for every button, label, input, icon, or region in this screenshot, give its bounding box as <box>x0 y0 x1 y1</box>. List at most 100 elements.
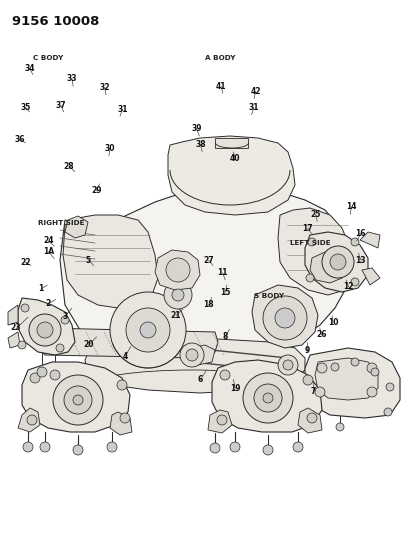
Text: 1: 1 <box>39 285 44 293</box>
Text: 19: 19 <box>230 384 240 392</box>
Circle shape <box>351 278 359 286</box>
Text: S BODY: S BODY <box>254 293 284 299</box>
Text: 37: 37 <box>55 101 66 110</box>
Text: 21: 21 <box>171 311 181 320</box>
Text: 40: 40 <box>230 155 240 163</box>
Circle shape <box>384 408 392 416</box>
Polygon shape <box>298 408 322 433</box>
Text: 23: 23 <box>10 324 21 332</box>
Circle shape <box>371 368 379 376</box>
Polygon shape <box>65 216 88 238</box>
Polygon shape <box>252 285 318 348</box>
Polygon shape <box>18 298 75 355</box>
Circle shape <box>117 380 127 390</box>
Polygon shape <box>212 360 322 432</box>
Polygon shape <box>85 338 305 393</box>
Circle shape <box>283 360 293 370</box>
Text: 31: 31 <box>117 105 128 114</box>
Circle shape <box>315 387 325 397</box>
Text: 39: 39 <box>191 125 202 133</box>
Polygon shape <box>8 305 18 325</box>
Text: 9: 9 <box>305 346 310 355</box>
Text: 18: 18 <box>203 301 214 309</box>
Circle shape <box>164 281 192 309</box>
Text: 5: 5 <box>86 256 91 264</box>
Circle shape <box>64 386 92 414</box>
Circle shape <box>21 304 29 312</box>
Text: LEFT SIDE: LEFT SIDE <box>290 239 330 246</box>
Text: 25: 25 <box>310 210 321 219</box>
Circle shape <box>263 393 273 403</box>
Circle shape <box>351 238 359 246</box>
Circle shape <box>140 322 156 338</box>
Polygon shape <box>310 252 345 283</box>
Text: RIGHT SIDE: RIGHT SIDE <box>37 220 84 226</box>
Text: 2: 2 <box>46 300 51 308</box>
Circle shape <box>18 341 26 349</box>
Polygon shape <box>155 250 200 290</box>
Circle shape <box>107 442 117 452</box>
Circle shape <box>307 413 317 423</box>
Circle shape <box>308 238 316 246</box>
Polygon shape <box>208 410 232 433</box>
Polygon shape <box>168 136 295 215</box>
Text: 12: 12 <box>343 282 354 291</box>
Circle shape <box>37 367 47 377</box>
Circle shape <box>180 343 204 367</box>
Polygon shape <box>110 412 132 435</box>
Text: 24: 24 <box>43 237 54 245</box>
Text: 10: 10 <box>328 318 338 327</box>
Circle shape <box>37 322 53 338</box>
Circle shape <box>166 258 190 282</box>
Circle shape <box>61 316 69 324</box>
Circle shape <box>73 445 83 455</box>
Circle shape <box>278 355 298 375</box>
Circle shape <box>186 349 198 361</box>
Text: 17: 17 <box>302 224 313 232</box>
Circle shape <box>56 344 64 352</box>
Text: 15: 15 <box>220 288 231 296</box>
Text: 8: 8 <box>222 333 228 341</box>
Polygon shape <box>18 408 40 432</box>
Circle shape <box>351 358 359 366</box>
Text: 7: 7 <box>310 387 316 396</box>
Circle shape <box>220 370 230 380</box>
Text: 1A: 1A <box>43 247 54 256</box>
Circle shape <box>275 308 295 328</box>
Polygon shape <box>362 268 380 285</box>
Polygon shape <box>60 188 348 368</box>
Text: A BODY: A BODY <box>205 54 235 61</box>
Text: 20: 20 <box>83 341 94 349</box>
Circle shape <box>386 383 394 391</box>
Text: C BODY: C BODY <box>33 54 64 61</box>
Polygon shape <box>305 232 368 292</box>
Circle shape <box>29 314 61 346</box>
Text: 26: 26 <box>316 330 327 339</box>
Circle shape <box>336 423 344 431</box>
Text: 38: 38 <box>195 141 206 149</box>
Circle shape <box>230 442 240 452</box>
Text: 4: 4 <box>123 352 128 360</box>
Text: 29: 29 <box>91 187 102 195</box>
Text: 34: 34 <box>24 64 35 72</box>
Text: 33: 33 <box>67 75 77 83</box>
Circle shape <box>254 384 282 412</box>
Text: 30: 30 <box>105 144 115 152</box>
Circle shape <box>303 375 313 385</box>
Circle shape <box>243 373 293 423</box>
Circle shape <box>263 296 307 340</box>
Polygon shape <box>305 348 400 418</box>
Circle shape <box>210 443 220 453</box>
Circle shape <box>53 375 103 425</box>
Polygon shape <box>360 232 380 248</box>
Text: 36: 36 <box>14 135 25 144</box>
Text: 35: 35 <box>20 103 31 112</box>
Text: 28: 28 <box>64 162 74 171</box>
Circle shape <box>317 363 327 373</box>
Circle shape <box>306 274 314 282</box>
Text: 22: 22 <box>20 258 31 266</box>
Circle shape <box>330 254 346 270</box>
Circle shape <box>23 442 33 452</box>
Circle shape <box>50 370 60 380</box>
Text: 42: 42 <box>250 87 261 96</box>
